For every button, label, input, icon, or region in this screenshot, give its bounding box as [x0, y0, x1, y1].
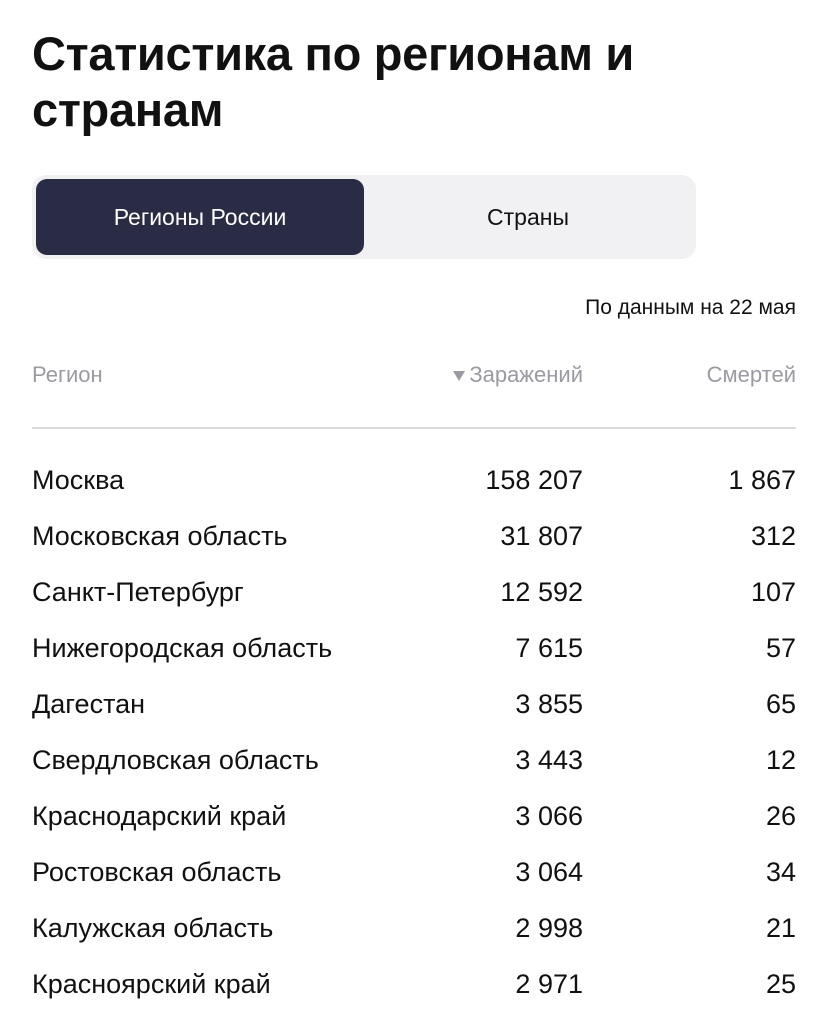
- infections-value: 3 064: [515, 857, 583, 887]
- page-title-line-1: Статистика по регионам и: [32, 27, 635, 80]
- region-name: Краснодарский край: [32, 801, 287, 831]
- region-name: Свердловская область: [32, 745, 319, 775]
- table-row: Московская область 31 807 312: [32, 510, 796, 566]
- table-header: Регион Заражений Смертей: [32, 362, 796, 398]
- region-name: Московская область: [32, 521, 288, 551]
- infections-value: 2 998: [515, 913, 583, 943]
- infections-value: 3 066: [515, 801, 583, 831]
- tab-countries[interactable]: Страны: [487, 203, 569, 230]
- deaths-value: 12: [765, 745, 796, 775]
- infections-value: 3 443: [515, 745, 583, 775]
- table-row: Нижегородская область 7 615 57: [32, 622, 796, 678]
- page-title: Статистика по регионам и странам: [32, 26, 792, 138]
- deaths-value: 25: [765, 969, 796, 999]
- header-divider: [32, 427, 796, 429]
- deaths-value: 1 867: [728, 465, 796, 495]
- region-country-switcher: Регионы России Страны: [32, 175, 696, 259]
- column-header-deaths[interactable]: Смертей: [706, 362, 796, 387]
- deaths-value: 312: [750, 521, 796, 551]
- region-name: Калужская область: [32, 913, 274, 943]
- infections-value: 31 807: [500, 521, 583, 551]
- deaths-value: 26: [765, 801, 796, 831]
- table-row: Санкт-Петербург 12 592 107: [32, 566, 796, 622]
- table-row: Краснодарский край 3 066 26: [32, 790, 796, 846]
- region-name: Ростовская область: [32, 857, 282, 887]
- deaths-value: 107: [750, 577, 796, 607]
- deaths-value: 57: [765, 633, 796, 663]
- infections-value: 7 615: [515, 633, 583, 663]
- infections-value: 3 855: [515, 689, 583, 719]
- page-title-line-2: странам: [32, 83, 224, 136]
- table-body: Москва 158 207 1 867 Московская область …: [32, 454, 796, 1014]
- infections-value: 12 592: [500, 577, 583, 607]
- table-row: Дагестан 3 855 65: [32, 678, 796, 734]
- region-name: Нижегородская область: [32, 633, 333, 663]
- table-row: Калужская область 2 998 21: [32, 902, 796, 958]
- infections-value: 2 971: [515, 969, 583, 999]
- table-row: Свердловская область 3 443 12: [32, 734, 796, 790]
- data-date-note: По данным на 22 мая: [585, 296, 796, 319]
- deaths-value: 65: [765, 689, 796, 719]
- column-header-infections[interactable]: Заражений: [453, 362, 583, 388]
- region-name: Дагестан: [32, 689, 146, 719]
- column-header-region[interactable]: Регион: [32, 362, 103, 387]
- region-name: Санкт-Петербург: [32, 577, 244, 607]
- deaths-value: 21: [765, 913, 796, 943]
- table-row: Ростовская область 3 064 34: [32, 846, 796, 902]
- sort-down-icon: [453, 371, 466, 381]
- deaths-value: 34: [765, 857, 796, 887]
- column-header-infections-label: Заражений: [469, 362, 583, 387]
- region-name: Москва: [32, 465, 125, 495]
- tab-regions-russia[interactable]: Регионы России: [36, 179, 364, 255]
- region-name: Красноярский край: [32, 969, 271, 999]
- infections-value: 158 207: [485, 465, 583, 495]
- table-row: Москва 158 207 1 867: [32, 454, 796, 510]
- table-row: Красноярский край 2 971 25: [32, 958, 796, 1014]
